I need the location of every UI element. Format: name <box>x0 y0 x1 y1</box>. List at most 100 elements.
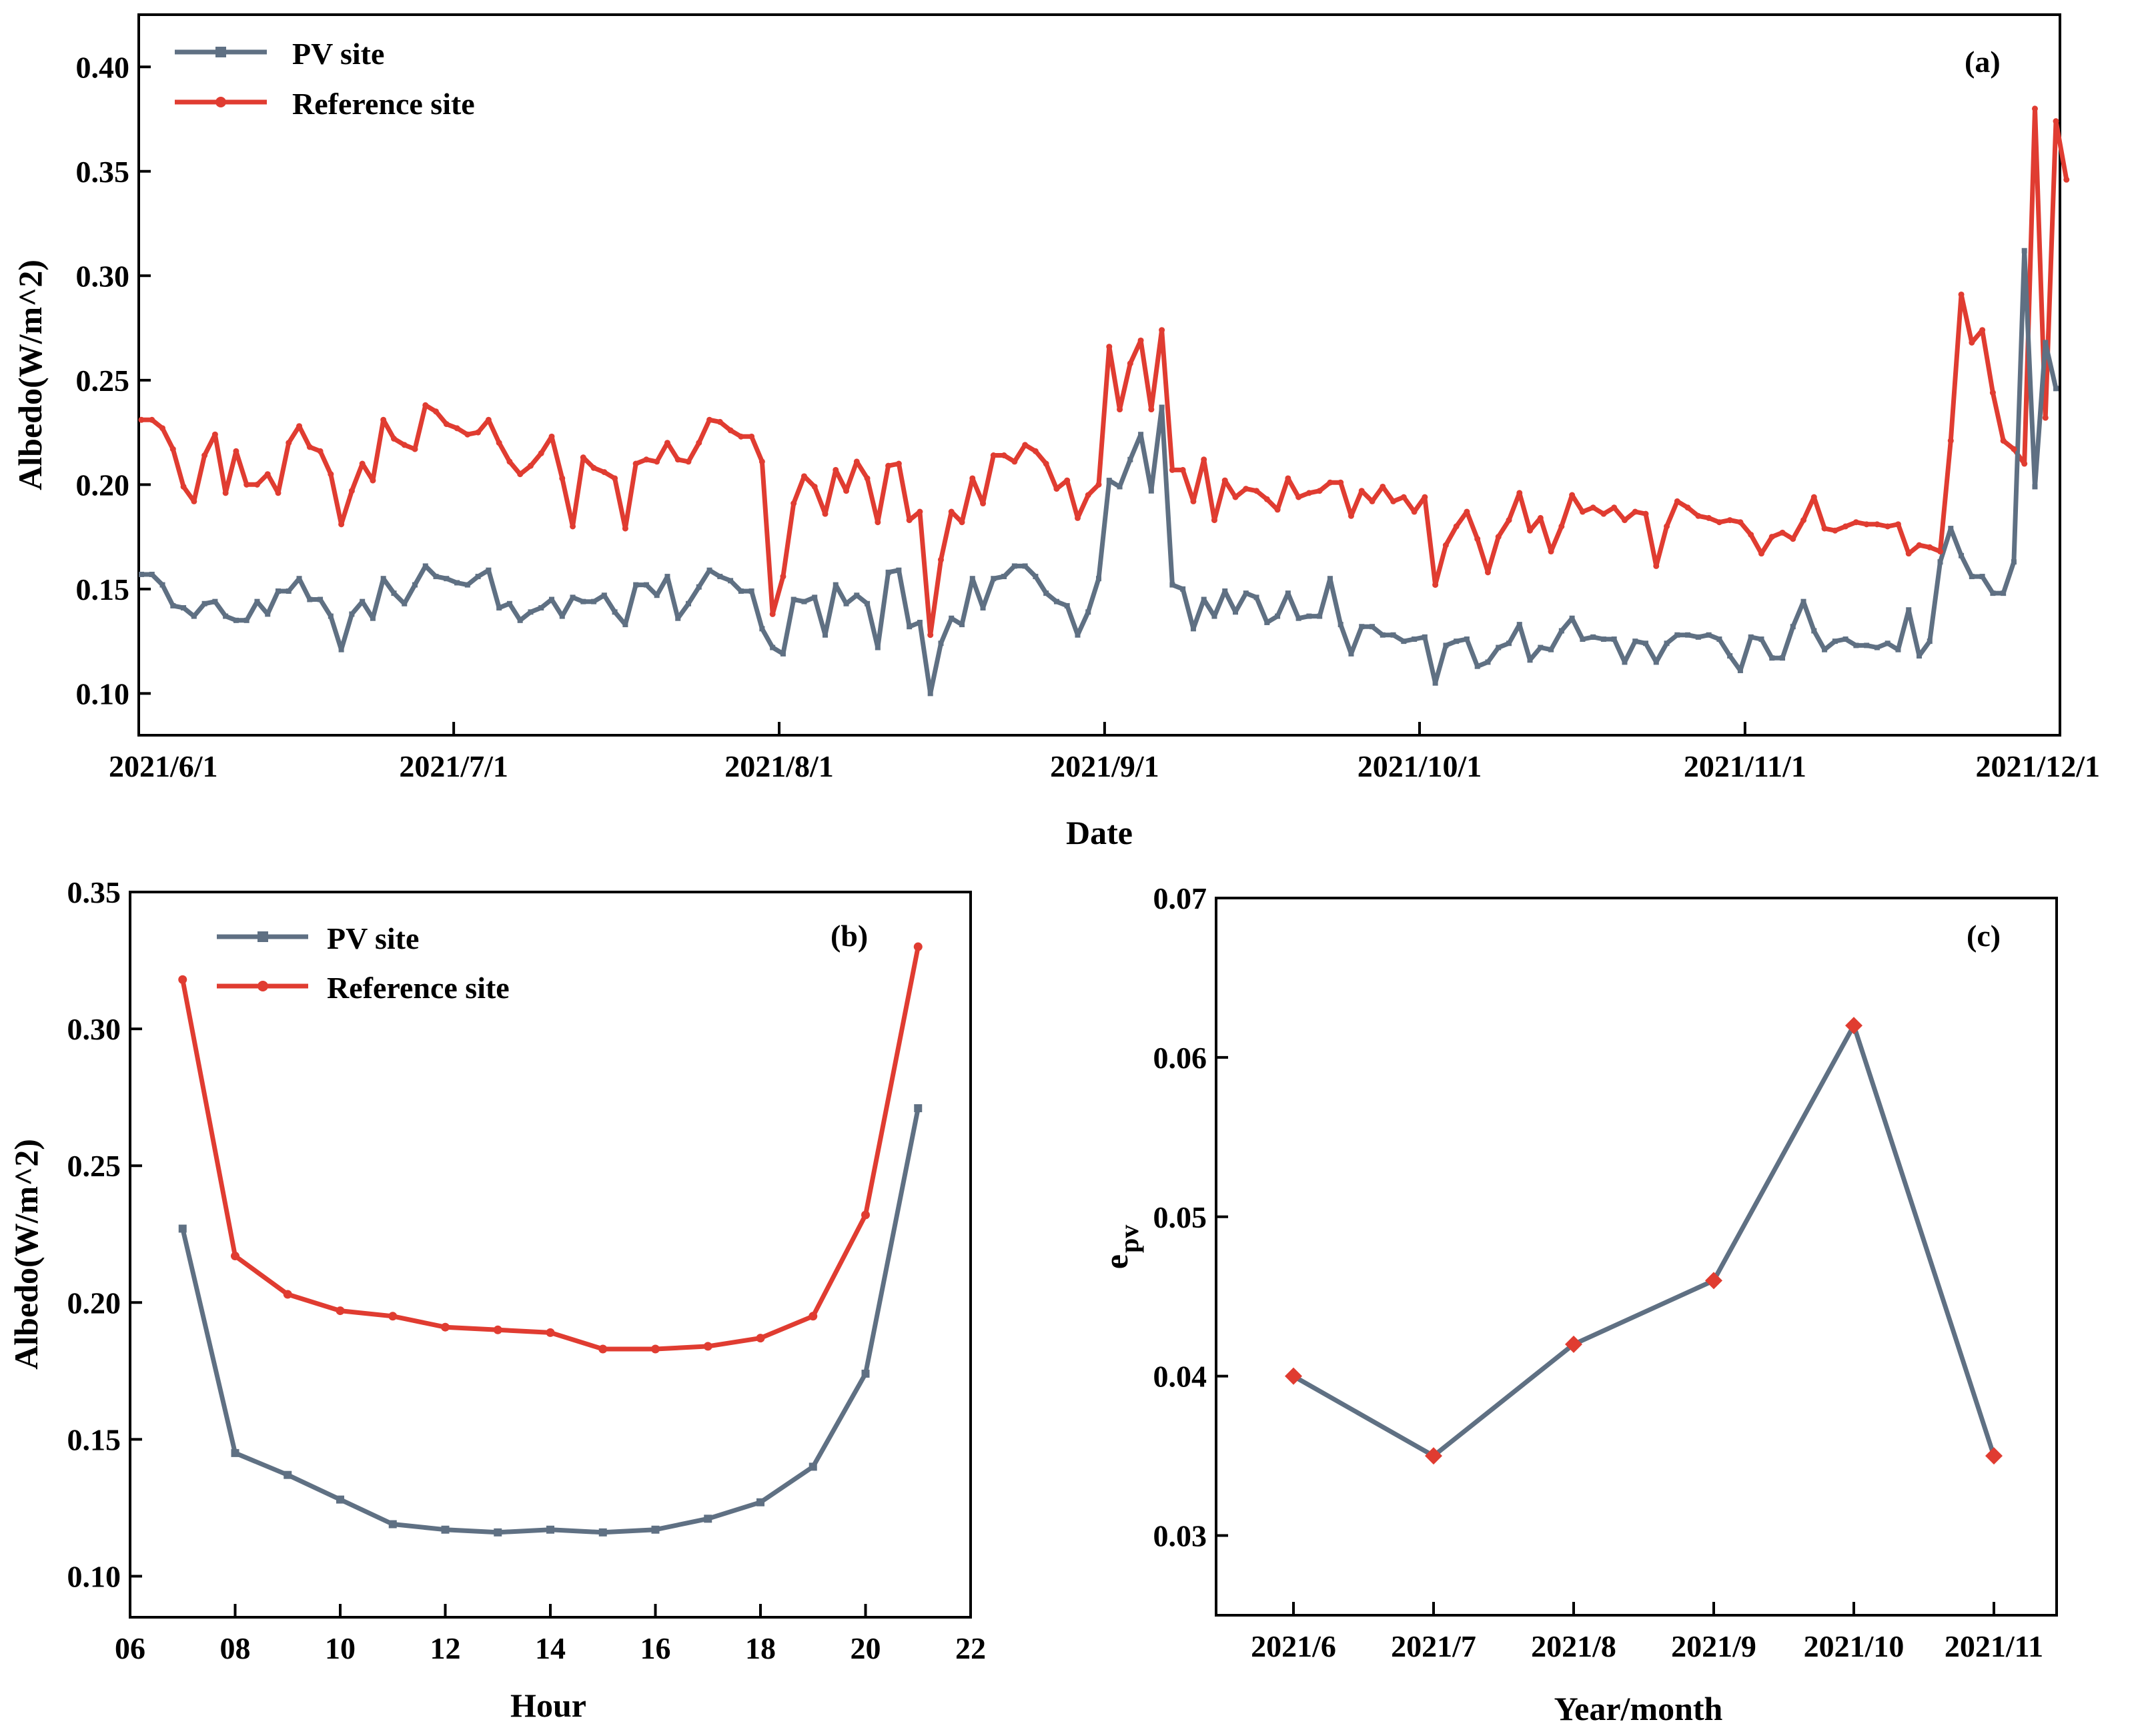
panel-b-ref-point <box>703 1342 712 1351</box>
panel-a-pv-point <box>349 611 355 617</box>
panel-a-ref-point <box>1201 456 1207 463</box>
panel-a-pv-point <box>706 567 712 573</box>
panel-a-pv-point <box>801 598 807 604</box>
panel-a-pv-point <box>391 590 397 596</box>
panel-a-ref-point <box>674 456 681 463</box>
panel-a-ref-point <box>1295 494 1302 500</box>
panel-a-pv-point <box>591 598 597 604</box>
panel-a-xtick-label: 2021/8/1 <box>724 749 834 783</box>
panel-a-pv-point <box>1800 598 1806 604</box>
panel-a-ref-point <box>622 525 628 532</box>
panel-a-xtick-label: 2021/12/1 <box>1975 749 2100 783</box>
panel-b-xtick-label: 16 <box>640 1631 671 1665</box>
panel-a-pv-point <box>1895 646 1901 653</box>
panel-a-ref-point <box>296 423 303 430</box>
panel-c-xtick-label: 2021/7 <box>1391 1629 1476 1663</box>
panel-a-pv-point <box>223 613 229 619</box>
panel-a-pv-point <box>286 588 292 594</box>
panel-a-ref-point <box>948 508 955 515</box>
panel-a-ref-point <box>1211 517 1217 524</box>
panel-a-ytick-label: 0.15 <box>76 572 130 606</box>
panel-a-ref-point <box>1327 479 1333 486</box>
panel-a-ref-point <box>811 483 818 490</box>
panel-a-ref-point <box>1453 523 1460 530</box>
panel-a-ref-point <box>843 488 850 494</box>
panel-b-xtick-label: 20 <box>851 1631 881 1665</box>
panel-a-pv-point <box>2032 484 2038 490</box>
panel-a-pv-point <box>833 582 839 588</box>
panel-a-pv-point <box>1085 609 1091 615</box>
panel-a-ref-point <box>1243 486 1249 492</box>
panel-c-xtick-label: 2021/10 <box>1804 1629 1905 1663</box>
panel-a-pv-point <box>812 594 818 600</box>
panel-a-ref-point <box>1979 327 1986 334</box>
panel-a-pv-point <box>1874 644 1880 650</box>
panel-a-pv-point <box>1716 636 1722 642</box>
panel-a-pv-point <box>854 592 860 598</box>
panel-a-pv-point <box>201 600 207 606</box>
panel-a-pv-point <box>1695 634 1701 640</box>
panel-a-pv-point <box>1233 609 1238 615</box>
panel-a-pv-point <box>1959 552 1965 558</box>
panel-a-pv-point <box>1022 563 1028 569</box>
panel-a-ref-point <box>1274 506 1281 513</box>
panel-a-ref-point <box>1337 479 1344 486</box>
panel-a-ref-point <box>1927 544 1933 550</box>
panel-a-ref-point <box>1527 527 1534 534</box>
panel-a-ref-point <box>716 418 723 425</box>
panel-a-pv-point <box>2053 386 2059 392</box>
panel-b-pv-point <box>336 1495 344 1504</box>
panel-a-pv-point <box>675 615 681 621</box>
panel-a-chart: 0.10 0.15 0.20 0.25 0.30 0.35 0.40 2021/6/1 202… <box>11 13 2100 851</box>
panel-a-ref-point <box>2042 414 2049 421</box>
panel-a-pv-point <box>686 600 691 606</box>
panel-a-ref-point <box>2031 105 2038 112</box>
panel-b-pv-point <box>704 1514 712 1523</box>
panel-a-ref-point <box>159 425 166 432</box>
panel-a-ref-point <box>643 456 650 463</box>
panel-a-pv-point <box>517 617 523 623</box>
panel-a-ref-point <box>2000 438 2007 444</box>
panel-a-pv-point <box>1064 602 1070 608</box>
panel-c-label: (c) <box>1967 919 2001 953</box>
panel-a-pv-point <box>338 646 344 653</box>
legend-b-pv-marker <box>257 931 268 942</box>
panel-a-ref-point <box>169 446 176 452</box>
panel-b-pv-point <box>388 1520 397 1529</box>
panel-a-ref-point <box>1842 523 1849 530</box>
panel-a-xtick-label: 2021/7/1 <box>399 749 508 783</box>
panel-a-ref-point <box>612 475 618 482</box>
panel-a-pv-point <box>1370 624 1375 630</box>
panel-a-pv-point <box>1317 613 1323 619</box>
panel-a-pv-point <box>1842 636 1848 642</box>
panel-a-pv-point <box>191 613 197 619</box>
panel-a-ref-point <box>875 519 881 526</box>
panel-c-ytick-label: 0.04 <box>1153 1360 1207 1394</box>
panel-a-ref-point <box>1369 498 1376 504</box>
panel-b-ref-point <box>231 1252 239 1261</box>
panel-a-ref-point <box>1001 452 1007 459</box>
panel-a-pv-point <box>506 600 512 606</box>
panel-a-pv-point <box>1653 659 1659 665</box>
panel-a-pv-point <box>1401 638 1407 644</box>
panel-b-pv-point <box>598 1528 607 1537</box>
panel-a-pv-point <box>1832 638 1838 644</box>
panel-a-pv-point <box>654 592 660 598</box>
panel-a-ref-point <box>1127 360 1133 367</box>
panel-a-ref-point <box>1106 344 1113 350</box>
panel-a-pv-point <box>1454 638 1460 644</box>
panel-a-pv-point <box>1969 574 1975 580</box>
panel-a-ref-point <box>1484 569 1491 576</box>
panel-a-pv-point <box>1096 576 1101 582</box>
panel-a-ref-point <box>1768 534 1775 540</box>
panel-a-pv-point <box>1306 613 1312 619</box>
panel-a-xtick-label: 2021/9/1 <box>1050 749 1159 783</box>
panel-a-pv-point <box>938 640 944 646</box>
panel-a-pv-point <box>865 600 871 606</box>
panel-a-ref-point <box>1726 517 1733 524</box>
panel-a-ref-point <box>306 444 313 450</box>
panel-b-ref-point <box>336 1306 345 1316</box>
panel-a-pv-point <box>969 576 975 582</box>
panel-a-pv-point <box>1569 615 1575 621</box>
